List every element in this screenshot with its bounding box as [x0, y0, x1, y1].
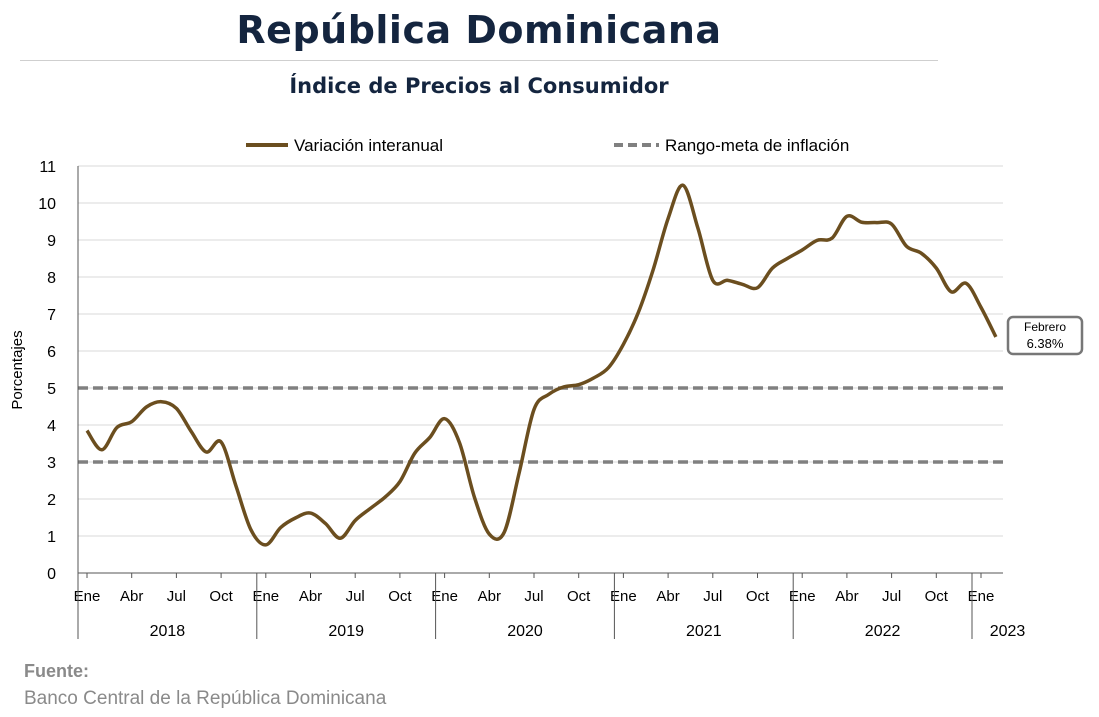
- chart-subtitle: Índice de Precios al Consumidor: [289, 74, 669, 98]
- title-divider: [20, 60, 938, 61]
- target-range-lines: [78, 386, 1003, 464]
- y-tick-label: 9: [47, 233, 56, 250]
- callout-month: Febrero: [1024, 320, 1066, 334]
- x-month-label: Ene: [968, 588, 995, 605]
- x-month-label: Ene: [789, 588, 816, 605]
- x-month-label: Oct: [925, 588, 949, 605]
- y-axis-label: Porcentajes: [9, 330, 26, 409]
- legend-label: Variación interanual: [294, 136, 443, 155]
- x-month-label: Abr: [835, 588, 858, 605]
- x-month-label: Abr: [120, 588, 143, 605]
- gridlines: [78, 165, 1003, 574]
- y-tick-label: 4: [47, 418, 56, 435]
- x-month-label: Oct: [209, 588, 233, 605]
- x-year-label: 2022: [865, 623, 901, 640]
- x-year-label: 2020: [507, 623, 543, 640]
- series-line-variacion-interanual: [85, 183, 998, 547]
- x-month-label: Ene: [252, 588, 279, 605]
- x-month-label: Oct: [746, 588, 770, 605]
- x-year-label: 2018: [150, 623, 186, 640]
- x-month-label: Jul: [167, 588, 186, 605]
- x-month-label: Abr: [299, 588, 322, 605]
- callout-value: 6.38%: [1027, 336, 1064, 351]
- y-tick-label: 10: [38, 196, 56, 213]
- x-year-label: 2019: [328, 623, 364, 640]
- y-tick-label: 3: [47, 455, 56, 472]
- x-month-label: Ene: [431, 588, 458, 605]
- x-month-label: Jul: [346, 588, 365, 605]
- x-month-label: Jul: [524, 588, 543, 605]
- series-line-group: [85, 183, 998, 547]
- x-month-label: Ene: [74, 588, 101, 605]
- y-tick-label: 7: [47, 307, 56, 324]
- y-tick-label: 5: [47, 381, 56, 398]
- source-text: Banco Central de la República Dominicana: [24, 688, 387, 709]
- y-tick-label: 0: [47, 566, 56, 583]
- chart-title: República Dominicana: [236, 8, 722, 52]
- legend-label: Rango-meta de inflación: [665, 136, 849, 155]
- y-tick-label: 1: [47, 529, 56, 546]
- x-month-label: Ene: [610, 588, 637, 605]
- source-label: Fuente:: [24, 661, 89, 681]
- x-month-label: Abr: [656, 588, 679, 605]
- x-year-label: 2021: [686, 623, 722, 640]
- callout-box: [1006, 315, 1084, 356]
- last-value-callout: Febrero 6.38%: [1006, 315, 1084, 356]
- x-month-label: Jul: [882, 588, 901, 605]
- x-month-label: Jul: [703, 588, 722, 605]
- y-tick-label: 11: [39, 159, 56, 176]
- axes: 0 1 2 3 4 5 6 7 8 9 10 11 Ene Abr Jul Oct Ene Abr Jul Oct En…: [38, 159, 1026, 640]
- legend: Variación interanual Rango-meta de inflac…: [246, 136, 849, 155]
- y-tick-label: 8: [47, 270, 56, 287]
- x-month-label: Oct: [388, 588, 412, 605]
- x-year-label: 2023: [990, 623, 1026, 640]
- y-tick-label: 6: [47, 344, 56, 361]
- y-tick-label: 2: [47, 492, 56, 509]
- x-month-label: Oct: [567, 588, 591, 605]
- x-month-label: Abr: [478, 588, 501, 605]
